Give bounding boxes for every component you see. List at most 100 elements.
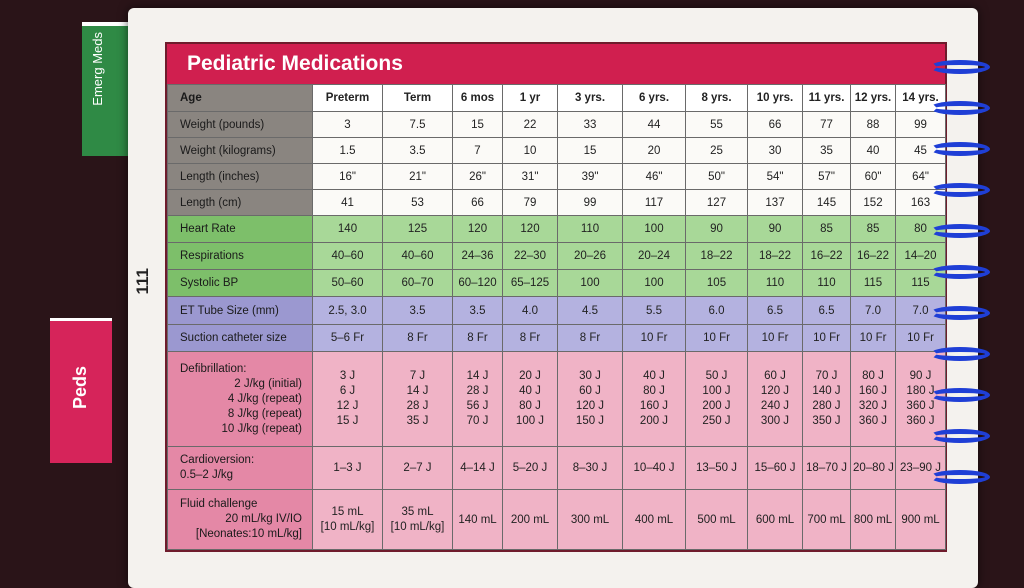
value-cell-line: 14 J: [466, 370, 489, 382]
row-label-line: 20 mL/kg IV/IO: [225, 513, 302, 525]
page: {"sidebar": {"section_tab": "Emerg Meds"…: [50, 8, 990, 588]
value-cell-line: 15 mL: [331, 505, 364, 518]
table-row: Heart Rate 140 125 120 120 110 100 90 90 85 85 80: [167, 215, 946, 243]
ring: [930, 60, 990, 74]
value-cell: 90: [685, 215, 748, 243]
value-cell: 66: [452, 189, 503, 216]
value-cell: 40–60: [312, 242, 383, 270]
row-label: Cardioversion: 0.5–2 J/kg: [167, 446, 313, 490]
value-cell: 7.5: [382, 111, 453, 138]
value-cell: 20–80 J: [850, 446, 896, 490]
value-cell-line: 28 J: [466, 385, 489, 397]
value-cell: 22–30: [502, 242, 558, 270]
table-row: Fluid challenge 20 mL/kg IV/IO [Neonates:1…: [167, 489, 946, 550]
value-cell: 4–14 J: [452, 446, 503, 490]
value-cell: 7.0: [850, 296, 896, 325]
value-cell-line: 200 J: [702, 400, 731, 412]
value-cell: 16–22: [802, 242, 851, 270]
value-cell-line: 240 J: [760, 400, 790, 412]
header-cell: 3 yrs.: [557, 84, 623, 112]
value-cell-line: 200 J: [639, 415, 669, 427]
value-cell: 16–22: [850, 242, 896, 270]
value-cell: 24–36: [452, 242, 503, 270]
value-cell: 120: [502, 215, 558, 243]
value-cell: 30 J 60 J 120 J 150 J: [557, 351, 623, 447]
ring: [930, 347, 990, 361]
value-cell: 4.5: [557, 296, 623, 325]
value-cell: 120: [452, 215, 503, 243]
value-cell-line: 350 J: [812, 415, 841, 427]
page-number: 111: [133, 268, 152, 295]
value-cell-line: 15 J: [336, 415, 359, 427]
value-cell: 10–40 J: [622, 446, 686, 490]
ring: [930, 265, 990, 279]
value-cell-line: 360 J: [906, 415, 935, 427]
header-cell: Age: [167, 84, 313, 112]
value-cell: 33: [557, 111, 623, 138]
value-cell: 115: [850, 269, 896, 297]
row-label: Suction catheter size: [167, 324, 313, 352]
value-cell: 300 mL: [557, 489, 623, 550]
medication-table: Age Preterm Term 6 mos 1 yr 3 yrs. 6 yrs. 8 yrs…: [167, 84, 946, 550]
peds-tab: Peds: [50, 318, 112, 463]
value-cell-line: [10 mL/kg]: [390, 520, 445, 533]
value-cell: 20: [622, 137, 686, 164]
value-cell-line: 7 J: [409, 370, 426, 382]
ring: [930, 388, 990, 402]
value-cell: 700 mL: [802, 489, 851, 550]
value-cell: 40: [850, 137, 896, 164]
value-cell: 100: [622, 215, 686, 243]
value-cell: 50–60: [312, 269, 383, 297]
value-cell: 3: [312, 111, 383, 138]
value-cell: 99: [557, 189, 623, 216]
header-row: Age Preterm Term 6 mos 1 yr 3 yrs. 6 yrs. 8 yrs…: [167, 84, 946, 112]
value-cell-line: 40 J: [643, 370, 665, 382]
value-cell: 8–30 J: [557, 446, 623, 490]
value-cell: 110: [557, 215, 623, 243]
value-cell: 6.5: [802, 296, 851, 325]
value-cell: 60–70: [382, 269, 453, 297]
value-cell: 70 J 140 J 280 J 350 J: [802, 351, 851, 447]
row-label-line: 2 J/kg (initial): [234, 377, 302, 390]
value-cell-line: 320 J: [858, 400, 888, 412]
table-frame: Pediatric Medications Age Preterm Term 6 mo…: [165, 42, 947, 552]
value-cell: 46": [622, 163, 686, 190]
row-label: Weight (kilograms): [167, 137, 313, 164]
header-cell: 8 yrs.: [685, 84, 748, 112]
header-cell: 12 yrs.: [850, 84, 896, 112]
value-cell: 1.5: [312, 137, 383, 164]
value-cell: 26": [452, 163, 503, 190]
value-cell: 41: [312, 189, 383, 216]
value-cell: 60 J 120 J 240 J 300 J: [747, 351, 803, 447]
row-label: Heart Rate: [167, 215, 313, 243]
table-row: ET Tube Size (mm) 2.5, 3.0 3.5 3.5 4.0 4.5 5.5…: [167, 296, 946, 325]
value-cell: 18–22: [747, 242, 803, 270]
value-cell: 800 mL: [850, 489, 896, 550]
value-cell: 110: [747, 269, 803, 297]
value-cell: 14–20: [895, 242, 946, 270]
value-cell: 90: [747, 215, 803, 243]
row-label-line: Defibrillation:: [180, 362, 247, 375]
value-cell-line: 140 J: [812, 385, 841, 397]
table-row: Weight (kilograms) 1.5 3.5 7 10 15 20 25 30 35 40 4…: [167, 137, 946, 164]
value-cell: 3.5: [382, 296, 453, 325]
value-cell: 54": [747, 163, 803, 190]
value-cell: 40–60: [382, 242, 453, 270]
row-label-line: 4 J/kg (repeat): [227, 392, 302, 405]
header-cell: Term: [382, 84, 453, 112]
row-label: Weight (pounds): [167, 111, 313, 138]
title: Pediatric Medications: [167, 44, 945, 84]
value-cell-line: 40 J: [519, 385, 541, 397]
value-cell: 44: [622, 111, 686, 138]
row-label: Systolic BP: [167, 269, 313, 297]
value-cell: 66: [747, 111, 803, 138]
ring: [930, 101, 990, 115]
value-cell: 8 Fr: [382, 324, 453, 352]
value-cell: 13–50 J: [685, 446, 748, 490]
value-cell: 65–125: [502, 269, 558, 297]
value-cell: 5.5: [622, 296, 686, 325]
value-cell: 85: [802, 215, 851, 243]
table-row: Weight (pounds) 3 7.5 15 22 33 44 55 66 77 88 99: [167, 111, 946, 138]
value-cell-line: 6 J: [339, 385, 356, 397]
value-cell: 1–3 J: [312, 446, 383, 490]
